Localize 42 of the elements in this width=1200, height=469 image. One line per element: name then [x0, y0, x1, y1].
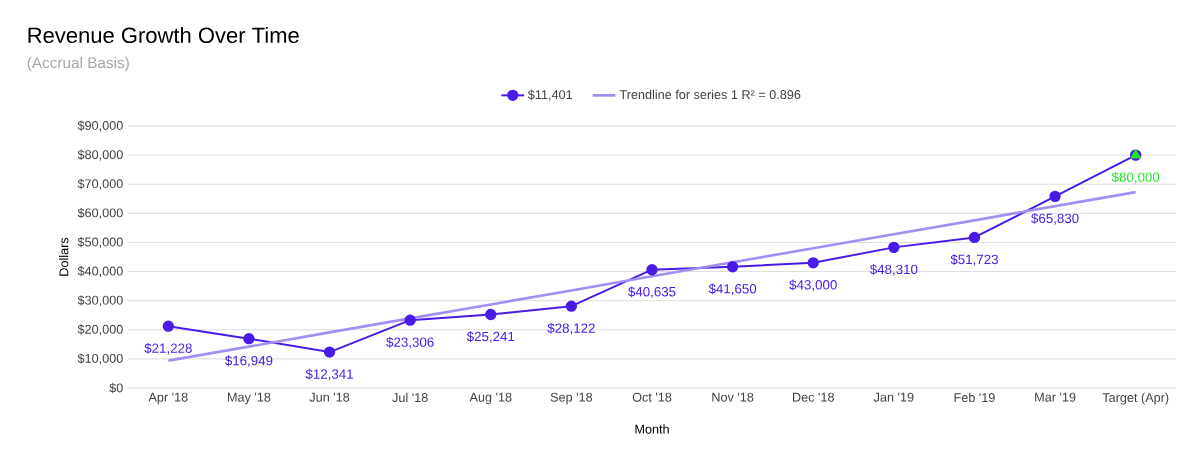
data-label: $23,306 — [386, 336, 434, 349]
x-tick-label: Oct '18 — [632, 392, 672, 402]
data-label: $48,310 — [869, 264, 918, 276]
x-tick-label: May '18 — [227, 392, 271, 405]
x-axis-title: Month — [635, 424, 669, 434]
data-label: $12,341 — [305, 368, 353, 381]
y-tick-label: $70,000 — [77, 178, 123, 190]
data-label: $25,241 — [466, 331, 515, 343]
y-tick-label: $90,000 — [77, 120, 123, 132]
x-tick-label: Target (Apr) — [1102, 392, 1169, 405]
y-tick-label: $0 — [109, 382, 123, 394]
data-label: $65,830 — [1031, 213, 1079, 225]
y-tick-label: $20,000 — [77, 324, 123, 336]
legend-label: Trendline for series 1 R² = 0.896 — [619, 89, 801, 100]
data-label: $80,000 — [1111, 171, 1160, 184]
x-tick-label: Feb '19 — [954, 392, 995, 403]
x-tick-label: Apr '18 — [148, 392, 188, 405]
x-tick-label: Mar '19 — [1035, 392, 1076, 402]
data-label: $41,650 — [708, 283, 757, 296]
x-tick-label: Jan '19 — [873, 392, 914, 402]
x-tick-label: Nov '18 — [712, 392, 754, 402]
chart-title: Revenue Growth Over Time — [28, 26, 299, 44]
y-tick-label: $10,000 — [77, 353, 123, 365]
legend-label: $11,401 — [527, 89, 573, 101]
x-tick-label: Sep '18 — [550, 392, 593, 405]
y-tick-label: $30,000 — [77, 295, 123, 307]
data-label: $28,122 — [547, 322, 595, 335]
x-tick-label: Jul '18 — [392, 392, 428, 403]
data-label: $16,949 — [224, 355, 273, 367]
y-tick-label: $80,000 — [77, 149, 123, 161]
data-label: $40,635 — [628, 286, 676, 299]
data-label: $51,723 — [950, 254, 998, 266]
y-axis-title: Dollars — [59, 237, 69, 276]
x-tick-label: Aug '18 — [469, 392, 512, 405]
y-tick-label: $40,000 — [77, 266, 123, 278]
y-tick-label: $50,000 — [77, 236, 123, 248]
data-label: $21,228 — [144, 342, 192, 355]
chart-subtitle: (Accrual Basis) — [27, 56, 129, 72]
data-label: $43,000 — [789, 279, 837, 292]
y-tick-label: $60,000 — [77, 207, 123, 219]
x-tick-label: Dec '18 — [793, 392, 834, 402]
x-tick-label: Jun '18 — [309, 392, 350, 402]
